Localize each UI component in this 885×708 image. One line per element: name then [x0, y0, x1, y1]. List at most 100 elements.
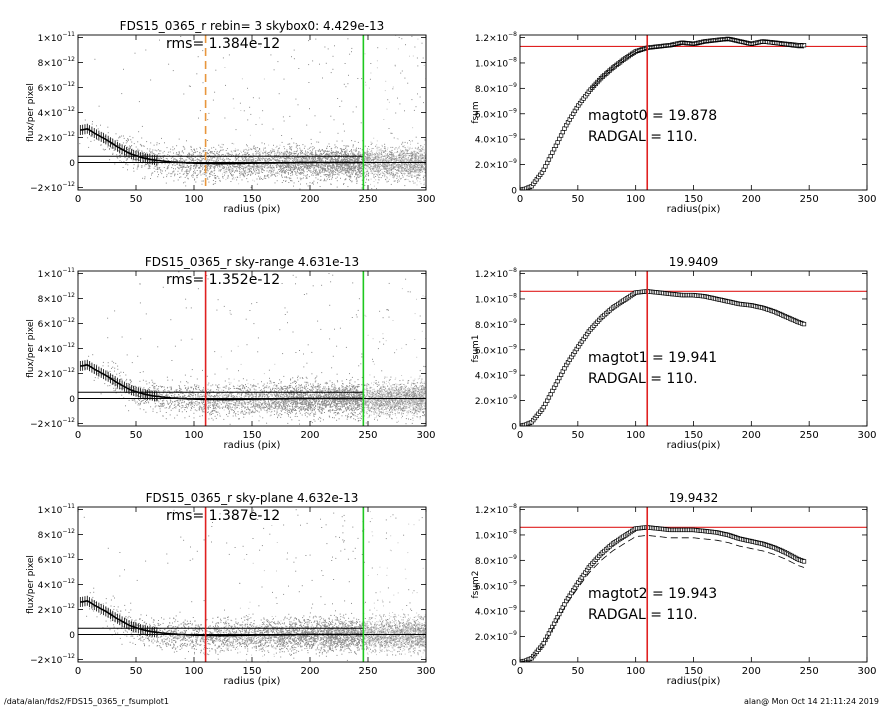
scatter-point [271, 173, 273, 175]
scatter-point [241, 173, 243, 175]
scatter-point [369, 148, 370, 150]
scatter-point [202, 164, 204, 166]
scatter-point [263, 78, 265, 80]
scatter-point [368, 173, 370, 174]
scatter-point [299, 169, 300, 171]
scatter-point [141, 166, 143, 168]
scatter-point [276, 159, 278, 161]
scatter-point [424, 164, 426, 166]
scatter-point [410, 160, 412, 162]
scatter-point [241, 179, 243, 181]
scatter-point [381, 155, 383, 157]
scatter-point [283, 167, 285, 168]
scatter-point [245, 171, 247, 173]
scatter-point [371, 152, 373, 154]
scatter-point [218, 154, 220, 156]
scatter-point [146, 157, 148, 159]
scatter-point [210, 173, 212, 175]
scatter-point [370, 173, 372, 175]
scatter-point [400, 161, 402, 163]
scatter-point [357, 163, 359, 165]
scatter-point [278, 148, 280, 150]
scatter-point [330, 170, 332, 172]
scatter-point [266, 167, 268, 169]
scatter-point [202, 168, 203, 170]
scatter-point [280, 164, 282, 166]
scatter-point [222, 173, 223, 175]
scatter-point [395, 159, 397, 161]
scatter-point [281, 164, 282, 166]
scatter-point [318, 154, 320, 156]
scatter-point [289, 178, 291, 180]
scatter-point [141, 165, 143, 167]
scatter-point [284, 160, 286, 162]
scatter-point [417, 177, 419, 179]
scatter-point [340, 148, 342, 150]
scatter-point [421, 169, 423, 171]
scatter-point [355, 154, 357, 156]
scatter-point [302, 156, 304, 158]
scatter-point [323, 174, 325, 176]
scatter-point [332, 68, 334, 70]
scatter-point [296, 156, 298, 158]
scatter-point [243, 176, 245, 178]
scatter-point [372, 155, 374, 157]
scatter-point [409, 166, 411, 167]
scatter-point [218, 151, 220, 153]
scatter-point [261, 159, 263, 161]
scatter-point [312, 148, 314, 150]
scatter-point [247, 161, 249, 163]
scatter-point [359, 154, 361, 156]
scatter-point [265, 157, 267, 159]
scatter-point [137, 141, 139, 143]
scatter-point [395, 172, 397, 174]
scatter-point [351, 151, 353, 153]
scatter-point [352, 144, 354, 146]
scatter-point [369, 162, 371, 164]
scatter-point [346, 165, 348, 167]
scatter-point [359, 167, 360, 169]
scatter-point [321, 159, 323, 161]
scatter-point [408, 140, 410, 141]
scatter-point [249, 169, 251, 171]
scatter-point [368, 160, 370, 162]
scatter-point [271, 171, 273, 173]
scatter-point [376, 155, 378, 157]
scatter-point [410, 163, 412, 165]
scatter-point [252, 166, 253, 167]
scatter-point [328, 165, 329, 167]
scatter-point [88, 146, 90, 148]
scatter-point [316, 174, 318, 176]
scatter-point [299, 172, 301, 174]
scatter-point [214, 167, 216, 169]
scatter-point [189, 171, 190, 173]
scatter-point [372, 159, 374, 161]
scatter-point [340, 164, 341, 166]
scatter-point [224, 170, 226, 172]
scatter-point [398, 37, 400, 38]
scatter-point [213, 153, 215, 155]
scatter-point [401, 173, 402, 174]
scatter-point [390, 168, 392, 170]
scatter-point [314, 169, 316, 171]
scatter-point [262, 172, 264, 173]
scatter-point [400, 72, 402, 74]
scatter-point [421, 164, 423, 165]
scatter-point [160, 156, 162, 158]
scatter-point [384, 164, 385, 166]
scatter-point [328, 168, 330, 170]
scatter-point [378, 166, 380, 168]
scatter-point [243, 150, 244, 152]
scatter-point [344, 152, 346, 153]
scatter-point [393, 180, 395, 182]
scatter-point [392, 154, 393, 156]
scatter-point [390, 164, 392, 166]
scatter-point [292, 160, 293, 162]
scatter-point [409, 160, 411, 162]
scatter-point [300, 171, 302, 173]
scatter-point [378, 163, 379, 165]
scatter-point [307, 163, 309, 165]
scatter-point [354, 150, 356, 152]
scatter-point [159, 150, 161, 152]
scatter-point [240, 163, 242, 165]
